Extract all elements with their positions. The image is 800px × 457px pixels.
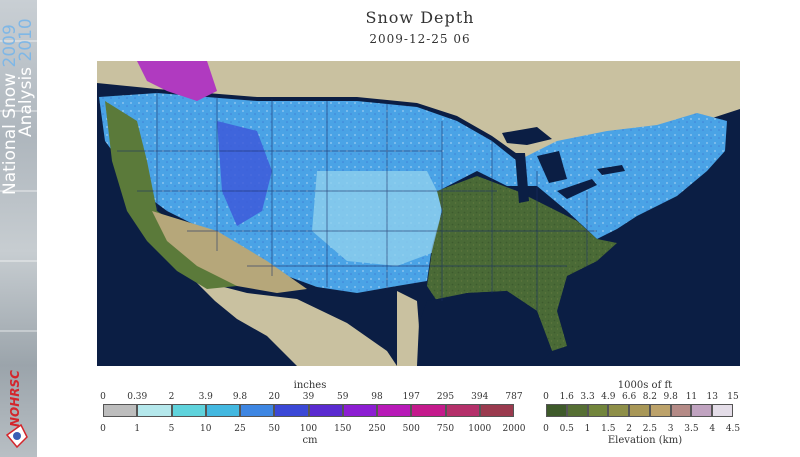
banner-year-2010: 2010 <box>16 18 36 62</box>
elevation_legend-tick-top: 15 <box>727 392 739 402</box>
snow_legend-tick-top: 0.39 <box>127 392 148 402</box>
elevation_legend-tick-bottom: 2.5 <box>642 424 658 434</box>
state-borders <box>117 91 597 311</box>
snow_legend-swatch <box>411 404 446 417</box>
snow_legend-tick-bottom: 150 <box>334 424 352 434</box>
snow_legend-swatch <box>308 404 343 417</box>
elevation-legend-unit-km: Elevation (km) <box>607 435 683 446</box>
snow_legend-tick-bottom: 1000 <box>468 424 492 434</box>
lake-superior <box>502 127 552 145</box>
snow_legend-swatch <box>137 404 172 417</box>
elevation_legend-tick-bottom: 4.5 <box>725 424 741 434</box>
elevation_legend-swatch <box>712 404 733 417</box>
elevation_legend-swatch <box>691 404 713 417</box>
snow_legend-tick-bottom: 0 <box>100 424 106 434</box>
snow_legend-tick-top: 98 <box>371 392 383 402</box>
elevation_legend-tick-bottom: 3.5 <box>684 424 699 434</box>
map-date: 2009-12-25 06 <box>369 32 471 46</box>
snow_legend-tick-top: 3.9 <box>198 392 213 402</box>
snow-depth-map <box>97 61 740 366</box>
elevation_legend-swatch <box>629 404 650 417</box>
snow_legend-tick-bottom: 750 <box>436 424 455 434</box>
elevation_legend-tick-top: 9.8 <box>663 392 678 402</box>
snow_legend-tick-top: 0 <box>100 392 106 402</box>
snow_legend-swatch <box>274 404 309 417</box>
elevation_legend-swatch <box>566 404 588 417</box>
light-snow-plains <box>312 171 442 266</box>
map-title: Snow Depth <box>365 8 475 27</box>
snow_legend-tick-bottom: 50 <box>268 424 280 434</box>
snow_legend-swatch <box>171 404 206 417</box>
snow-legend-unit-inches: inches <box>293 380 327 391</box>
gulf-of-mexico <box>417 291 552 366</box>
elevation_legend-tick-bottom: 0.5 <box>559 424 574 434</box>
snow_legend-tick-bottom: 100 <box>299 424 318 434</box>
snow_legend-swatch <box>240 404 275 417</box>
snow_legend-tick-top: 59 <box>337 392 349 402</box>
snow_legend-swatch <box>103 404 138 417</box>
elevation-legend-unit-ft: 1000s of ft <box>617 380 673 391</box>
elevation_legend-tick-top: 11 <box>685 392 698 402</box>
elevation_legend-swatch <box>670 404 692 417</box>
heavy-snow-canada-rockies <box>137 61 217 101</box>
snow_legend-swatch <box>342 404 377 417</box>
snow_legend-tick-top: 2 <box>168 392 175 402</box>
elevation_legend-swatch <box>608 404 630 417</box>
snow_legend-tick-bottom: 1 <box>134 424 141 434</box>
lake-huron <box>537 151 567 183</box>
nohrsc-logo-icon <box>5 423 28 449</box>
elevation_legend-tick-top: 13 <box>706 392 718 402</box>
snow_legend-tick-bottom: 250 <box>368 424 386 434</box>
snow_legend-tick-top: 9.8 <box>232 392 248 402</box>
west-coast-no-snow <box>105 101 237 289</box>
snow_legend-swatch <box>205 404 240 417</box>
snow_legend-tick-bottom: 2000 <box>502 424 526 434</box>
elevation_legend-tick-bottom: 1.5 <box>601 424 616 434</box>
snow_legend-tick-top: 787 <box>505 392 523 402</box>
snow_legend-swatch <box>377 404 412 417</box>
elevation_legend-tick-bottom: 0 <box>543 424 549 434</box>
snow_legend-swatch <box>445 404 480 417</box>
lake-michigan <box>515 153 529 203</box>
snow_legend-tick-top: 39 <box>302 392 315 402</box>
banner-line2: Analysis <box>16 66 36 137</box>
elevation_legend-tick-top: 6.6 <box>621 392 637 402</box>
elevation_legend-swatch <box>587 404 609 417</box>
elevation_legend-tick-top: 0 <box>543 392 549 402</box>
nohrsc-logo-text: NOHRSC <box>8 370 22 427</box>
snow_legend-tick-bottom: 10 <box>200 424 212 434</box>
deep-snow-rockies <box>217 121 272 226</box>
elevation_legend-swatch <box>546 404 567 417</box>
elevation_legend-tick-top: 1.6 <box>559 392 574 402</box>
elevation_legend-tick-bottom: 4 <box>709 424 716 434</box>
snow_legend-tick-top: 20 <box>268 392 280 402</box>
elevation_legend-tick-top: 8.2 <box>642 392 658 402</box>
snow_legend-tick-bottom: 500 <box>402 424 420 434</box>
mexico-mainland <box>397 291 422 366</box>
national-snow-analysis-banner: National Snow 2009 Analysis 2010 NOHRSC <box>0 0 37 457</box>
elevation_legend-swatch <box>649 404 671 417</box>
snow_legend-tick-top: 197 <box>402 392 420 402</box>
elevation_legend-tick-top: 4.9 <box>601 392 616 402</box>
snow_legend-tick-bottom: 5 <box>168 424 175 434</box>
snow_legend-tick-bottom: 25 <box>234 424 246 434</box>
lake-ontario <box>597 165 625 175</box>
banner-title: National Snow 2009 Analysis 2010 <box>0 5 36 195</box>
snow-legend-unit-cm: cm <box>302 435 318 446</box>
southeast-terrain <box>427 176 617 351</box>
lake-erie <box>557 179 597 199</box>
elevation_legend-tick-bottom: 1 <box>584 424 591 434</box>
elevation_legend-tick-bottom: 3 <box>667 424 674 434</box>
elevation_legend-tick-bottom: 2 <box>626 424 632 434</box>
elevation_legend-tick-top: 3.3 <box>580 392 595 402</box>
mexico-land <box>193 279 397 366</box>
southwest-desert <box>152 211 307 293</box>
snow_legend-swatch <box>479 404 514 417</box>
snow_legend-tick-top: 394 <box>471 392 489 402</box>
snow_legend-tick-top: 295 <box>436 392 455 402</box>
